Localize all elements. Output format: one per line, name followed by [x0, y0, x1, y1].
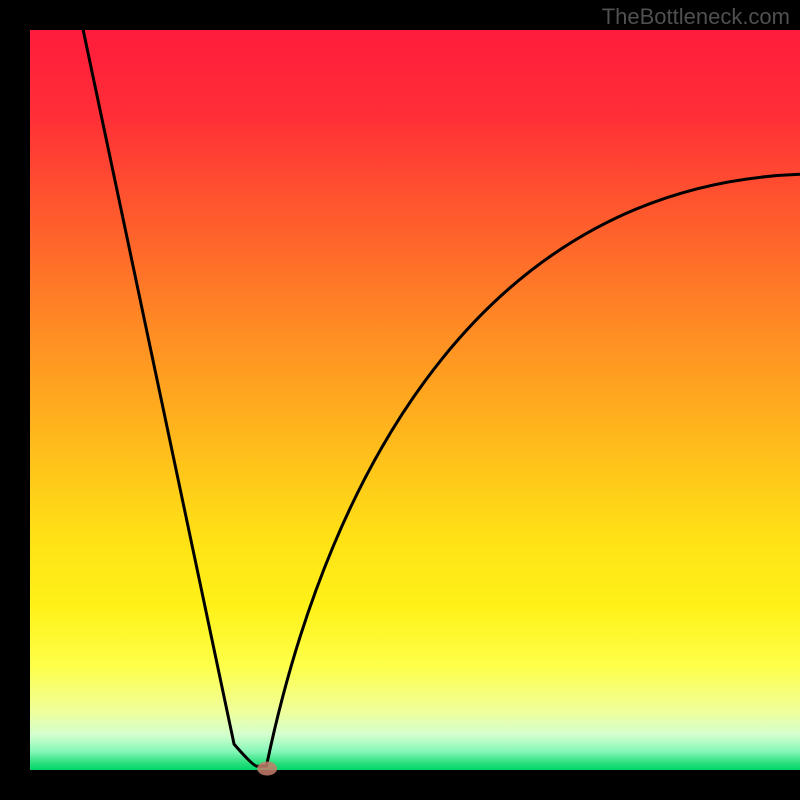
chart-container: TheBottleneck.com	[0, 0, 800, 800]
vertex-marker	[257, 762, 277, 776]
plot-gradient-background	[30, 30, 800, 770]
watermark-text: TheBottleneck.com	[602, 4, 790, 30]
chart-svg	[0, 0, 800, 800]
